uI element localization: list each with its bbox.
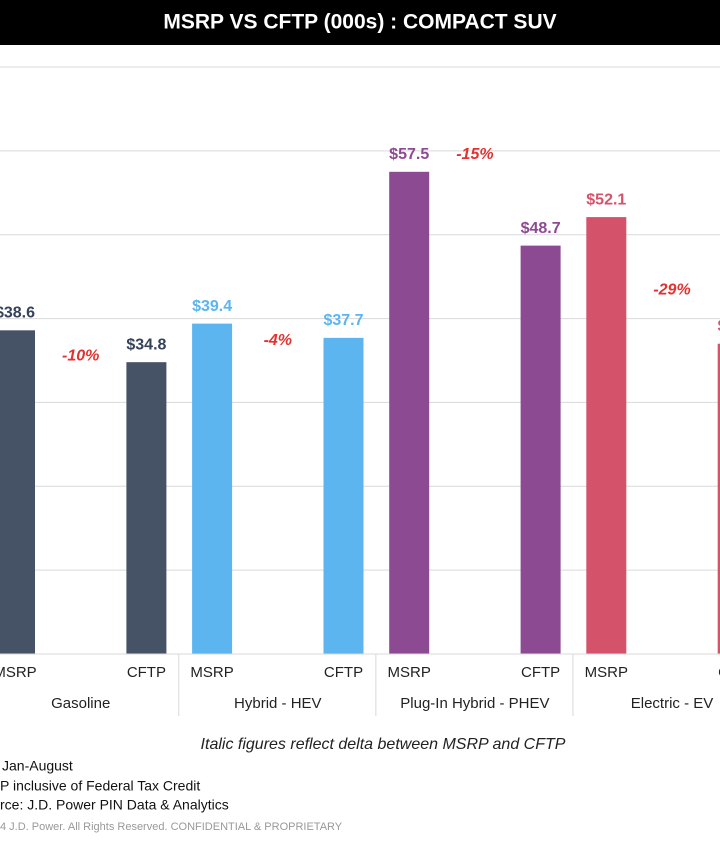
bar bbox=[0, 330, 35, 654]
x-tick-label: MSRP bbox=[190, 664, 233, 681]
title-bar bbox=[0, 0, 720, 45]
footnote: rce: J.D. Power PIN Data & Analytics bbox=[0, 797, 229, 813]
value-label: $37.7 bbox=[323, 312, 363, 329]
group-label: Electric - EV bbox=[631, 695, 714, 712]
x-tick-label: CFTP bbox=[127, 664, 166, 681]
value-label: $39.4 bbox=[192, 298, 232, 315]
value-label: $34.8 bbox=[126, 336, 166, 353]
x-tick-label: MSRP bbox=[0, 664, 37, 681]
value-label: $57.5 bbox=[389, 146, 429, 163]
group-label: Hybrid - HEV bbox=[234, 695, 322, 712]
group-label: Plug-In Hybrid - PHEV bbox=[400, 695, 549, 712]
x-tick-label: CFTP bbox=[324, 664, 363, 681]
x-tick-label: CFTP bbox=[521, 664, 560, 681]
note: Italic figures reflect delta between MSR… bbox=[201, 736, 566, 753]
delta-label: -15% bbox=[456, 146, 493, 163]
bar bbox=[323, 337, 364, 654]
footnote: Jan-August bbox=[2, 758, 73, 774]
bar bbox=[520, 245, 561, 654]
chart-title: MSRP VS CFTP (000s) : COMPACT SUV bbox=[163, 11, 556, 34]
bar bbox=[192, 323, 233, 654]
footnote: P inclusive of Federal Tax Credit bbox=[0, 778, 200, 794]
delta-label: -10% bbox=[62, 347, 99, 364]
bar bbox=[389, 171, 430, 655]
delta-label: -4% bbox=[264, 332, 292, 349]
copyright: 4 J.D. Power. All Rights Reserved. CONFI… bbox=[0, 821, 343, 833]
value-label: $37.0 bbox=[718, 318, 720, 335]
group-label: Gasoline bbox=[51, 695, 110, 712]
bar bbox=[717, 343, 720, 654]
value-label: $38.6 bbox=[0, 305, 35, 322]
value-label: $48.7 bbox=[521, 220, 561, 237]
x-tick-label: CFTP bbox=[718, 664, 720, 681]
delta-label: -29% bbox=[653, 282, 690, 299]
bar bbox=[586, 217, 627, 654]
value-label: $52.1 bbox=[586, 191, 626, 208]
x-tick-label: MSRP bbox=[388, 664, 431, 681]
bar bbox=[126, 362, 167, 654]
x-tick-label: MSRP bbox=[585, 664, 628, 681]
